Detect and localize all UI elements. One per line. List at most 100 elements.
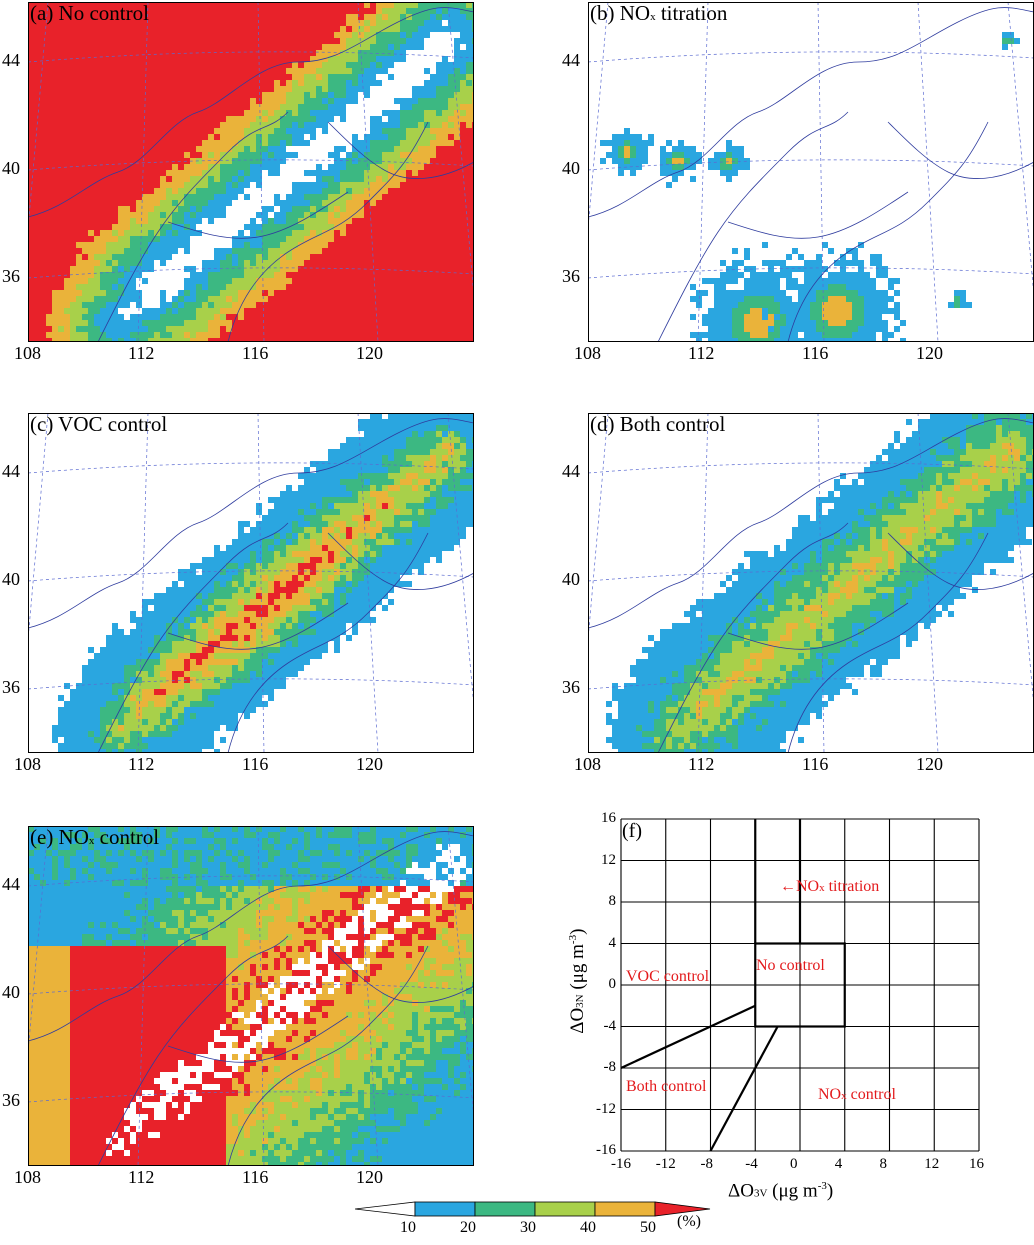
lat-tick-label: 40	[562, 158, 580, 178]
colorbar-unit: (%)	[677, 1213, 701, 1230]
lat-tick-label: 44	[2, 461, 20, 481]
lon-tick-label: 120	[916, 754, 943, 774]
map-panel-a: (a) No control	[28, 1, 474, 342]
lat-tick-label: 36	[2, 677, 20, 697]
lon-tick-label: 108	[574, 343, 601, 363]
regime-grid	[620, 818, 980, 1152]
lat-tick-label: 44	[562, 461, 580, 481]
regime-y-tick-label: -8	[603, 1059, 617, 1075]
x-axis-title-f: ΔO3V (μg m-3)	[728, 1180, 834, 1202]
regime-y-tick-label: -16	[596, 1142, 616, 1158]
lon-tick-label: 108	[14, 1167, 41, 1187]
region-nox-control: NOx control	[818, 1086, 896, 1103]
regime-y-tick-label: 0	[608, 976, 617, 992]
region-voc-control: VOC control	[626, 968, 710, 985]
colorbar-label-40: 40	[580, 1219, 596, 1236]
y-axis-title-f: ΔO3N (μg m-3)	[566, 928, 589, 1034]
map-canvas-c	[28, 413, 474, 753]
panel-title-a: (a) No control	[30, 1, 149, 25]
panel-title-f: (f)	[622, 820, 642, 842]
regime-x-tick-label: -8	[700, 1156, 714, 1172]
lon-tick-label: 112	[688, 754, 715, 774]
colorbar-upper-triangle	[654, 1201, 711, 1217]
concentration-field-e	[28, 826, 474, 1166]
regime-y-tick-label: 12	[601, 851, 616, 868]
map-panel-e: (e) NOx control	[28, 825, 474, 1166]
lat-tick-label: 36	[2, 266, 20, 286]
lon-tick-label: 120	[356, 754, 383, 774]
regime-y-tick-label: 4	[608, 934, 617, 951]
colorbar-swatch	[534, 1201, 596, 1217]
regime-x-tick-label: -16	[611, 1156, 631, 1172]
region-nox-titration: ←NOx titration	[780, 878, 880, 895]
lat-tick-label: 36	[2, 1090, 20, 1110]
regime-x-tick-label: 12	[924, 1156, 940, 1172]
regime-x-tick-label: 8	[879, 1156, 888, 1172]
regime-boundaries	[620, 819, 846, 1152]
lat-tick-label: 36	[562, 677, 580, 697]
regime-y-tick-label: -12	[596, 1100, 616, 1117]
panel-title-c: (c) VOC control	[30, 412, 168, 436]
lon-tick-label: 112	[128, 343, 155, 363]
lon-tick-label: 116	[242, 343, 269, 363]
lon-tick-label: 120	[916, 343, 943, 363]
colorbar-svg	[354, 1201, 711, 1217]
map-panel-d: (d) Both control	[588, 412, 1034, 753]
concentration-field-d	[606, 413, 1034, 753]
lat-tick-label: 44	[2, 50, 20, 70]
concentration-field-a	[28, 2, 474, 342]
regime-y-tick-label: 8	[608, 893, 617, 909]
province-boundaries-c	[28, 418, 474, 753]
lat-tick-label: 40	[562, 569, 580, 589]
colorbar-lower-triangle	[354, 1201, 416, 1217]
lon-tick-label: 108	[574, 754, 601, 774]
lon-tick-label: 116	[802, 343, 829, 363]
map-panel-c: (c) VOC control	[28, 412, 474, 753]
regime-x-tick-label: -4	[745, 1156, 758, 1172]
graticule-c	[28, 413, 474, 753]
lon-tick-label: 108	[14, 343, 41, 363]
lon-tick-label: 112	[688, 343, 715, 363]
panel-title-e: (e) NOx control	[30, 825, 160, 849]
map-panel-b: (b) NOx titration	[588, 1, 1034, 342]
lat-tick-label: 44	[562, 50, 580, 70]
regime-x-tick-label: 16	[969, 1156, 984, 1172]
colorbar-label-20: 20	[460, 1219, 476, 1236]
lat-tick-label: 44	[2, 874, 20, 894]
panel-title-d: (d) Both control	[590, 412, 726, 436]
map-canvas-a	[28, 2, 474, 342]
province-boundaries-e	[28, 831, 474, 1166]
colorbar-swatch	[594, 1201, 656, 1217]
colorbar-label-10: 10	[400, 1219, 416, 1236]
regime-x-tick-label: 0	[790, 1156, 798, 1172]
colorbar-label-50: 50	[640, 1219, 656, 1236]
lon-tick-label: 116	[242, 1167, 269, 1187]
regime-y-tick-label: 16	[601, 810, 616, 826]
lon-tick-label: 120	[356, 1167, 383, 1187]
region-both-control: Both control	[626, 1078, 707, 1095]
lon-tick-label: 116	[802, 754, 829, 774]
concentration-field-b	[600, 32, 1020, 342]
lat-tick-label: 40	[2, 982, 20, 1002]
province-boundaries-b	[588, 7, 1034, 342]
regime-x-tick-label: -12	[655, 1156, 676, 1172]
lon-tick-label: 120	[356, 343, 383, 363]
graticule-a	[28, 2, 474, 342]
map-canvas-b	[588, 2, 1034, 342]
left-arrow-icon: ←	[780, 878, 796, 895]
map-canvas-d	[588, 413, 1034, 753]
colorbar-swatch	[414, 1201, 476, 1217]
province-boundaries-d	[588, 418, 1034, 753]
lon-tick-label: 112	[128, 754, 155, 774]
province-boundaries-a	[28, 7, 474, 342]
regime-diagram-f: (f) No control VOC control Both control …	[620, 818, 980, 1152]
lat-tick-label: 40	[2, 158, 20, 178]
lat-tick-label: 36	[562, 266, 580, 286]
panel-title-b: (b) NOx titration	[590, 1, 728, 25]
map-canvas-e	[28, 826, 474, 1166]
lon-tick-label: 108	[14, 754, 41, 774]
concentration-field-c	[52, 413, 474, 753]
lat-tick-label: 40	[2, 569, 20, 589]
lon-tick-label: 112	[128, 1167, 155, 1187]
lon-tick-label: 116	[242, 754, 269, 774]
